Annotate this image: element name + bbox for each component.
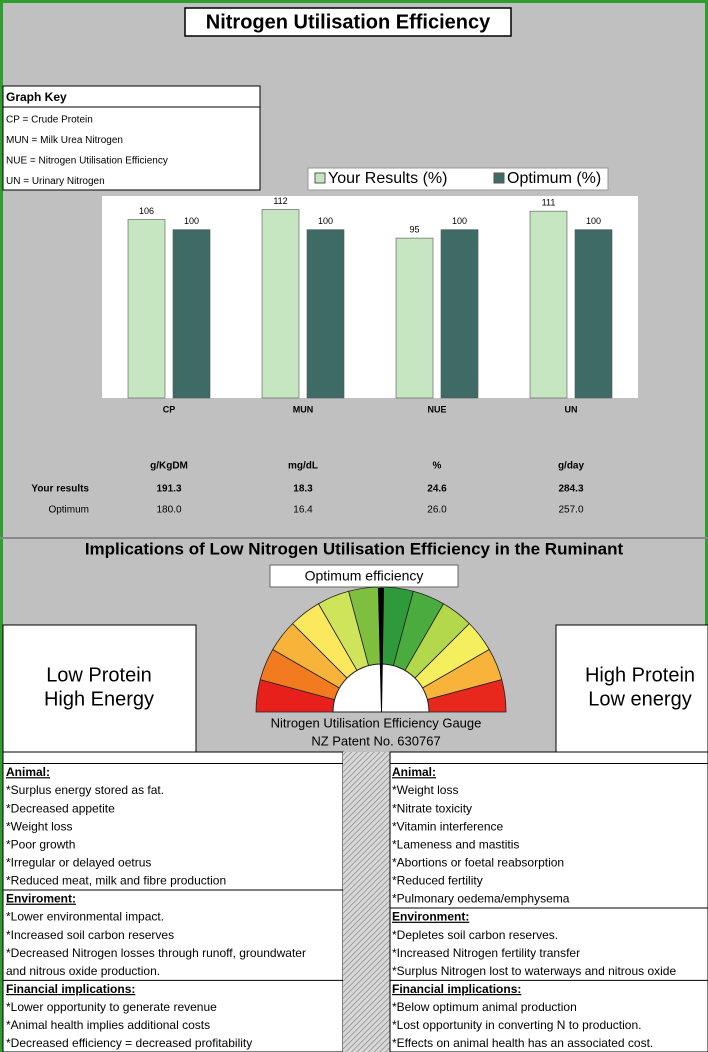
- bullet-line: *Pulmonary oedema/emphysema: [392, 892, 570, 906]
- bullet-line: *Abortions or foetal reabsorption: [392, 856, 564, 870]
- gauge-header: Optimum efficiency: [305, 568, 424, 584]
- unit-label: mg/dL: [288, 461, 318, 472]
- bullet-line: *Depletes soil carbon reserves.: [392, 928, 558, 942]
- right-label-box: [555, 624, 708, 753]
- data-label: 106: [139, 206, 154, 216]
- bullet-line: *Surplus energy stored as fat.: [6, 783, 164, 797]
- data-label: 100: [184, 216, 199, 226]
- bullet-line: *Surplus Nitrogen lost to waterways and …: [392, 964, 676, 978]
- bullet-line: *Poor growth: [6, 837, 75, 851]
- bullet-line: *Nitrate toxicity: [392, 801, 472, 815]
- table-cell: 257.0: [558, 505, 583, 516]
- graph-key-item: NUE = Nitrogen Utilisation Efficiency: [6, 155, 168, 166]
- bullet-line: *Below optimum animal production: [392, 1000, 577, 1014]
- unit-label: g/KgDM: [150, 461, 188, 472]
- bar: [440, 229, 479, 399]
- low-panel: [2, 751, 344, 1052]
- data-label: 100: [452, 216, 467, 226]
- bullet-line: *Lameness and mastitis: [392, 837, 519, 851]
- data-label: 112: [273, 196, 287, 206]
- gauge: [255, 586, 507, 713]
- unit-label: %: [433, 461, 442, 472]
- bullet-line: *Increased soil carbon reserves: [6, 928, 174, 942]
- bullet-line: *Decreased Nitrogen losses through runof…: [6, 946, 306, 960]
- title-box: [184, 7, 512, 37]
- bullet-line: *Reduced fertility: [392, 874, 483, 888]
- bar: [395, 237, 434, 399]
- table-cell: 24.6: [427, 484, 447, 495]
- data-label: 100: [318, 216, 333, 226]
- bullet-line: *Effects on animal health has an associa…: [392, 1036, 653, 1050]
- gauge-caption: NZ Patent No. 630767: [311, 733, 440, 748]
- table-cell: 284.3: [558, 484, 583, 495]
- section-heading: Financial implications:: [6, 982, 135, 996]
- section-heading: Financial implications:: [392, 982, 521, 996]
- bullet-line: *Weight loss: [6, 819, 72, 833]
- x-tick-label: MUN: [293, 404, 314, 414]
- bar: [574, 229, 613, 399]
- bullet-line: *Increased Nitrogen fertility transfer: [392, 946, 580, 960]
- data-label: 95: [409, 224, 419, 234]
- hatched-divider: [343, 752, 390, 1052]
- left-label: High Energy: [44, 688, 154, 710]
- bullet-line: *Decreased efficiency = decreased profit…: [6, 1036, 252, 1050]
- section-heading: Animal:: [6, 765, 50, 779]
- x-tick-label: UN: [565, 404, 578, 414]
- bullet-line: *Irregular or delayed oetrus: [6, 856, 151, 870]
- legend-swatch: [493, 172, 505, 184]
- table-cell: 16.4: [293, 505, 313, 516]
- section-heading: Enviroment:: [6, 892, 76, 906]
- bullet-line: *Lower opportunity to generate revenue: [6, 1000, 217, 1014]
- bullet-line: *Weight loss: [392, 783, 458, 797]
- table-cell: 191.3: [156, 484, 181, 495]
- bullet-line: *Reduced meat, milk and fibre production: [6, 874, 226, 888]
- unit-label: g/day: [558, 461, 585, 472]
- x-tick-label: NUE: [427, 404, 446, 414]
- right-label: Low energy: [588, 688, 691, 710]
- row-label: Your results: [31, 484, 89, 495]
- data-label: 100: [586, 216, 601, 226]
- right-label: High Protein: [585, 664, 695, 686]
- left-label: Low Protein: [46, 664, 152, 686]
- bullet-line: *Lost opportunity in converting N to pro…: [392, 1018, 641, 1032]
- table-cell: 26.0: [427, 505, 447, 516]
- graph-key-item: CP = Crude Protein: [6, 115, 93, 126]
- graph-key-box: [2, 85, 261, 191]
- bar: [127, 219, 166, 399]
- graph-key-item: MUN = Milk Urea Nitrogen: [6, 135, 123, 146]
- bullet-line: *Vitamin interference: [392, 819, 503, 833]
- graph-key-item: UN = Urinary Nitrogen: [6, 176, 105, 187]
- legend-box: [307, 167, 609, 191]
- high-panel: [389, 751, 708, 1052]
- bullet-line: *Decreased appetite: [6, 801, 115, 815]
- legend-swatch: [314, 172, 326, 184]
- bar: [306, 229, 345, 399]
- section-heading: Environment:: [392, 910, 469, 924]
- implications-heading: Implications of Low Nitrogen Utilisation…: [85, 539, 624, 558]
- section-heading: Animal:: [392, 765, 436, 779]
- graph-key-heading: Graph Key: [6, 90, 67, 104]
- bullet-line: and nitrous oxide production.: [6, 964, 160, 978]
- bullet-line: *Animal health implies additional costs: [6, 1018, 210, 1032]
- title: Nitrogen Utilisation Efficiency: [206, 11, 491, 33]
- left-label-box: [2, 624, 197, 753]
- gauge-caption: Nitrogen Utilisation Efficiency Gauge: [271, 715, 482, 730]
- gauge-header-box: [269, 564, 459, 588]
- table-cell: 18.3: [293, 484, 313, 495]
- legend-label: Your Results (%): [328, 170, 447, 187]
- bar: [261, 209, 300, 399]
- table-cell: 180.0: [156, 505, 181, 516]
- data-label: 111: [542, 198, 556, 208]
- bar: [172, 229, 211, 399]
- row-label: Optimum: [48, 505, 89, 516]
- bar: [529, 210, 568, 399]
- legend-label: Optimum (%): [507, 170, 601, 187]
- x-tick-label: CP: [163, 404, 176, 414]
- gauge-needle: [378, 588, 384, 712]
- bullet-line: *Lower environmental impact.: [6, 910, 164, 924]
